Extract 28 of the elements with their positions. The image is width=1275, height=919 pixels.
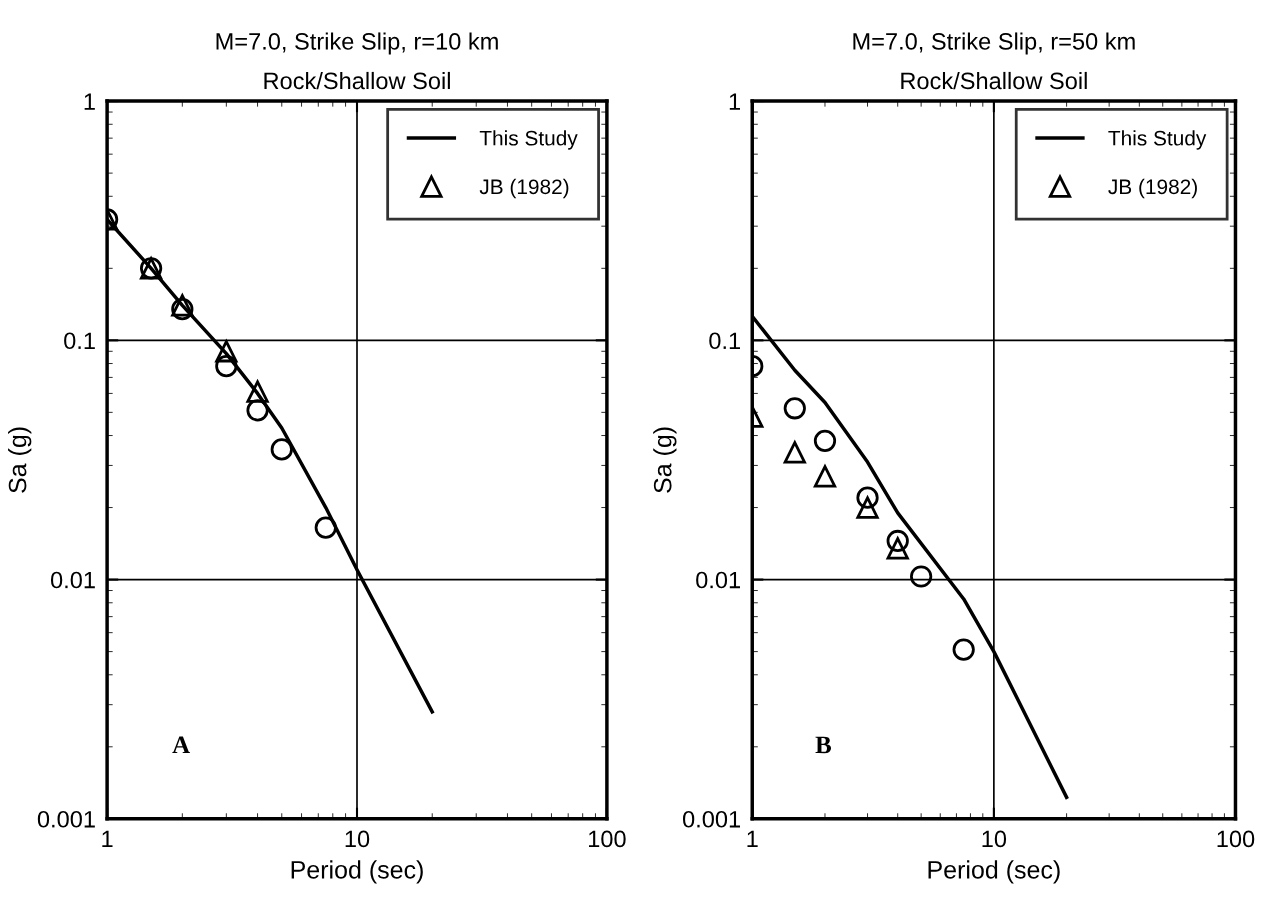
x-tick-label: 100 bbox=[589, 830, 626, 848]
chart-title: M=7.0, Strike Slip, r=50 km bbox=[853, 32, 1135, 55]
chart-subtitle: Rock/Shallow Soil bbox=[901, 71, 1087, 90]
y-tick-label: 0.001 bbox=[37, 810, 95, 828]
y-tick-label: 0.1 bbox=[64, 332, 95, 350]
chart-subtitle: Rock/Shallow Soil bbox=[264, 71, 450, 90]
x-tick-label: 10 bbox=[982, 830, 1007, 848]
legend-label: JB (1982) bbox=[1108, 178, 1197, 199]
y-tick-label: 0.01 bbox=[50, 571, 95, 589]
x-tick-label: 1 bbox=[102, 830, 113, 848]
x-tick-label: 100 bbox=[1217, 830, 1255, 848]
x-tick-label: 1 bbox=[747, 830, 758, 848]
annotation: B bbox=[815, 736, 832, 754]
y-tick-label: 1 bbox=[729, 93, 740, 110]
x-axis-title: Period (sec) bbox=[928, 860, 1060, 884]
annotation: A bbox=[172, 736, 190, 754]
y-tick-label: 0.001 bbox=[682, 810, 740, 828]
y-axis-title: Sa (g) bbox=[8, 427, 32, 493]
y-tick-label: 0.1 bbox=[709, 332, 740, 350]
legend-label: JB (1982) bbox=[479, 178, 569, 199]
x-tick-label: 10 bbox=[345, 830, 370, 848]
legend-label: This Study bbox=[479, 130, 578, 150]
chart-title: M=7.0, Strike Slip, r=10 km bbox=[216, 32, 498, 55]
legend-label: This Study bbox=[1108, 130, 1207, 150]
y-axis-title: Sa (g) bbox=[653, 427, 677, 493]
x-axis-title: Period (sec) bbox=[291, 860, 423, 884]
y-tick-label: 0.01 bbox=[696, 571, 740, 589]
y-tick-label: 1 bbox=[84, 93, 95, 110]
